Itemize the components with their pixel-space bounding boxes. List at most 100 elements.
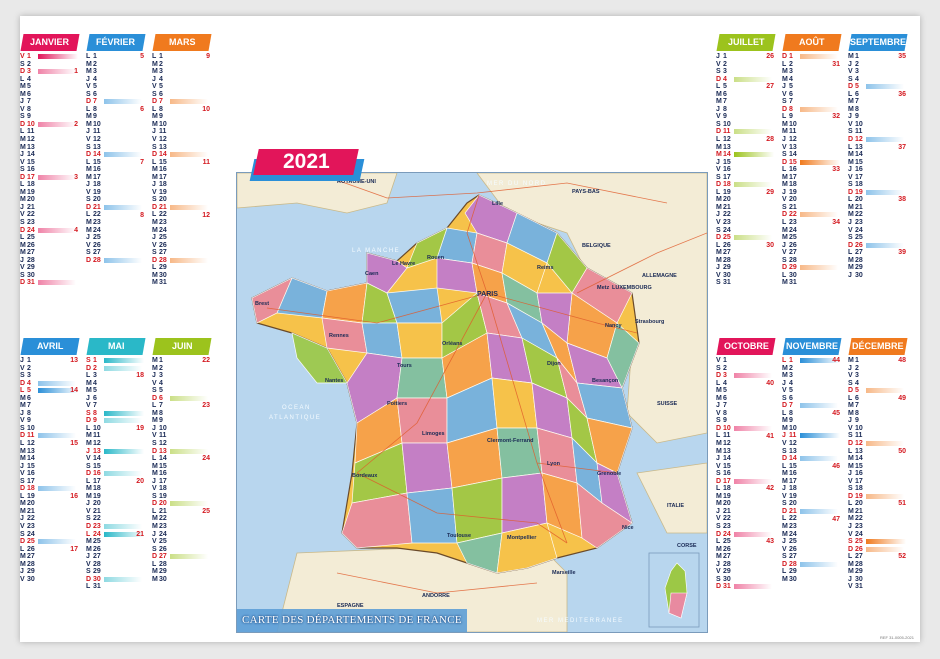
weekday-letter: L <box>86 158 91 166</box>
day-row: J 16 <box>848 470 908 478</box>
day-number: 5 <box>93 83 97 91</box>
weekday-letter: J <box>20 151 24 159</box>
day-number: 25 <box>27 538 35 546</box>
weekday-letter: D <box>20 432 26 440</box>
day-number: 12 <box>159 136 167 144</box>
weekday-letter: M <box>848 568 854 576</box>
day-number: 13 <box>159 447 167 455</box>
day-number: 15 <box>855 158 863 166</box>
day-number: 27 <box>855 249 863 257</box>
day-row: V 12 <box>86 136 146 144</box>
weekday-letter: M <box>782 75 788 83</box>
day-number: 28 <box>93 256 101 264</box>
day-row: M11 <box>782 128 842 136</box>
country-label: SUISSE <box>657 401 678 407</box>
day-number: 26 <box>855 241 863 249</box>
day-row: M13 <box>716 144 776 152</box>
weekday-letter: M <box>86 166 92 174</box>
day-row: M21 <box>848 204 908 212</box>
day-number: 2 <box>159 60 163 68</box>
weekday-letter: J <box>848 271 852 279</box>
weekday-letter: S <box>716 470 721 478</box>
day-row: L 25 <box>20 234 80 242</box>
city-label: Strasbourg <box>635 319 665 325</box>
weekday-letter: J <box>152 234 156 242</box>
day-number: 19 <box>93 492 101 500</box>
day-list: J 1 V 2 S 3 D 4 L 5 M6 M7 J 8 V 9 S 10 D 11 L 12 M13 M14 J 15 V 16 S… <box>716 53 776 287</box>
day-number: 26 <box>93 545 101 553</box>
weekday-letter: V <box>152 432 157 440</box>
weekday-letter: J <box>20 256 24 264</box>
day-row: M7 <box>716 98 776 106</box>
day-list: V 1 S 2 D 3 L 4 M5 M6 J 7 V 8 S 9 D 10 L 11 M12 M13 J 14 V 15 S 16 D… <box>20 53 80 287</box>
day-number: 22 <box>723 515 731 523</box>
day-number: 24 <box>159 530 167 538</box>
day-number: 22 <box>159 515 167 523</box>
day-number: 8 <box>855 105 859 113</box>
weekday-letter: J <box>716 455 720 463</box>
day-row: J 10 <box>152 425 212 433</box>
day-row: M21 <box>848 508 908 516</box>
day-number: 11 <box>723 432 731 440</box>
weekday-letter: V <box>86 188 91 196</box>
day-number: 19 <box>27 492 35 500</box>
month-1: JANVIER V 1 S 2 D 3 L 4 M5 M6 J 7 V 8 S 9 D 10 L 11 M12 M13 J 14… <box>20 34 80 287</box>
day-row: J 29 <box>20 568 80 576</box>
day-row: M10 <box>152 121 212 129</box>
weekday-letter: L <box>20 440 25 448</box>
day-number: 1 <box>723 53 727 60</box>
day-number: 5 <box>159 83 163 91</box>
day-number: 6 <box>723 394 727 402</box>
day-number: 13 <box>855 143 863 151</box>
weekday-letter: M <box>86 492 92 500</box>
day-number: 10 <box>789 424 797 432</box>
day-number: 21 <box>159 203 167 211</box>
day-row: L 30 <box>782 272 842 280</box>
weekday-letter: V <box>152 485 157 493</box>
weekday-letter: L <box>782 515 787 523</box>
day-number: 7 <box>93 98 97 106</box>
day-row: S 11 <box>848 432 908 440</box>
day-number: 31 <box>27 279 35 287</box>
weekday-letter: J <box>716 402 720 410</box>
day-number: 7 <box>159 402 163 410</box>
day-number: 4 <box>789 75 793 83</box>
day-row: D 18 <box>716 181 776 189</box>
day-number: 7 <box>27 402 31 410</box>
weekday-letter: V <box>86 507 91 515</box>
month-7: JUILLET J 1 V 2 S 3 D 4 L 5 M6 M7 J 8 V 9 S 10 D 11 L 12 M13 M14… <box>716 34 776 287</box>
day-row: M17 <box>152 174 212 182</box>
weekday-letter: S <box>86 90 91 98</box>
day-number: 20 <box>789 500 797 508</box>
month-9: SEPTEMBRE M1 J 2 V 3 S 4 D 5 L 6 M7 M8 J 9 V 10 S 11 D 12 L 13 M… <box>848 34 908 279</box>
day-number: 1 <box>93 357 97 364</box>
weekday-letter: L <box>716 188 721 196</box>
day-row: V 28 <box>86 561 146 569</box>
weekday-letter: D <box>716 530 722 538</box>
day-number: 12 <box>93 136 101 144</box>
weekday-letter: M <box>152 226 158 234</box>
weekday-letter: M <box>716 90 722 98</box>
day-row: L 31 <box>86 583 146 591</box>
day-number: 24 <box>723 226 731 234</box>
weekday-letter: L <box>152 105 157 113</box>
day-number: 20 <box>27 500 35 508</box>
day-number: 3 <box>855 68 859 76</box>
month-6: JUIN M1 M2 J 3 V 4 S 5 D 6 L 7 M8 M9 J 10 V 11 S 12 D 13 L 14 M15… <box>152 338 212 583</box>
city-label: Dijon <box>547 361 561 367</box>
day-row: D 14 <box>152 151 212 159</box>
day-number: 26 <box>27 241 35 249</box>
day-row: M31 <box>152 279 212 287</box>
weekday-letter: D <box>20 68 26 76</box>
day-number: 22 <box>27 515 35 523</box>
day-number: 16 <box>789 470 797 478</box>
day-number: 4 <box>27 379 31 387</box>
day-number: 15 <box>27 462 35 470</box>
weekday-letter: J <box>86 128 90 136</box>
day-number: 11 <box>27 432 35 440</box>
day-number: 6 <box>723 90 727 98</box>
weekday-letter: J <box>152 477 156 485</box>
